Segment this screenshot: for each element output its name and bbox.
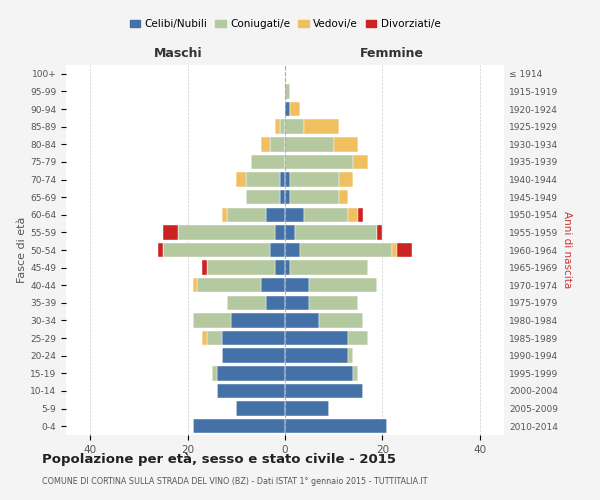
Bar [158, 243, 163, 257]
Bar [222, 331, 285, 345]
Bar [285, 402, 329, 416]
Bar [251, 154, 285, 169]
Bar [246, 172, 280, 186]
Bar [236, 172, 246, 186]
Bar [285, 208, 304, 222]
Bar [348, 331, 368, 345]
Bar [275, 260, 285, 275]
Bar [227, 296, 266, 310]
Bar [178, 225, 275, 240]
Bar [397, 243, 412, 257]
Bar [236, 402, 285, 416]
Y-axis label: Anni di nascita: Anni di nascita [562, 212, 572, 288]
Bar [193, 314, 232, 328]
Bar [271, 243, 285, 257]
Text: Femmine: Femmine [360, 46, 424, 60]
Bar [280, 190, 285, 204]
Bar [193, 419, 285, 434]
Bar [285, 102, 290, 117]
Bar [197, 278, 260, 292]
Bar [285, 384, 363, 398]
Bar [285, 260, 290, 275]
Text: COMUNE DI CORTINA SULLA STRADA DEL VINO (BZ) - Dati ISTAT 1° gennaio 2015 - TUTT: COMUNE DI CORTINA SULLA STRADA DEL VINO … [42, 478, 427, 486]
Bar [285, 243, 299, 257]
Bar [285, 366, 353, 380]
Bar [348, 208, 358, 222]
Bar [392, 243, 397, 257]
Bar [285, 84, 290, 98]
Bar [290, 172, 338, 186]
Bar [266, 208, 285, 222]
Bar [163, 225, 178, 240]
Bar [212, 366, 217, 380]
Bar [285, 278, 310, 292]
Bar [334, 137, 358, 152]
Bar [285, 296, 310, 310]
Bar [285, 154, 353, 169]
Bar [377, 225, 382, 240]
Text: Maschi: Maschi [154, 46, 202, 60]
Bar [304, 120, 338, 134]
Bar [285, 137, 334, 152]
Bar [304, 208, 348, 222]
Bar [290, 102, 299, 117]
Bar [202, 260, 207, 275]
Bar [358, 208, 363, 222]
Bar [290, 260, 368, 275]
Bar [285, 172, 290, 186]
Bar [275, 120, 280, 134]
Bar [246, 190, 280, 204]
Bar [348, 348, 353, 363]
Bar [275, 225, 285, 240]
Bar [338, 172, 353, 186]
Bar [285, 331, 348, 345]
Bar [217, 384, 285, 398]
Y-axis label: Fasce di età: Fasce di età [17, 217, 27, 283]
Bar [285, 314, 319, 328]
Bar [227, 208, 266, 222]
Bar [271, 137, 285, 152]
Bar [222, 208, 227, 222]
Bar [285, 120, 304, 134]
Bar [266, 296, 285, 310]
Bar [202, 331, 207, 345]
Bar [310, 296, 358, 310]
Text: Popolazione per età, sesso e stato civile - 2015: Popolazione per età, sesso e stato civil… [42, 452, 396, 466]
Bar [285, 419, 387, 434]
Bar [207, 260, 275, 275]
Bar [353, 366, 358, 380]
Bar [285, 348, 348, 363]
Bar [310, 278, 377, 292]
Legend: Celibi/Nubili, Coniugati/e, Vedovi/e, Divorziati/e: Celibi/Nubili, Coniugati/e, Vedovi/e, Di… [125, 14, 445, 33]
Bar [285, 190, 290, 204]
Bar [353, 154, 368, 169]
Bar [217, 366, 285, 380]
Bar [299, 243, 392, 257]
Bar [295, 225, 377, 240]
Bar [280, 172, 285, 186]
Bar [280, 120, 285, 134]
Bar [207, 331, 222, 345]
Bar [338, 190, 348, 204]
Bar [319, 314, 363, 328]
Bar [290, 190, 338, 204]
Bar [163, 243, 271, 257]
Bar [193, 278, 197, 292]
Bar [222, 348, 285, 363]
Bar [260, 137, 271, 152]
Bar [232, 314, 285, 328]
Bar [285, 225, 295, 240]
Bar [260, 278, 285, 292]
